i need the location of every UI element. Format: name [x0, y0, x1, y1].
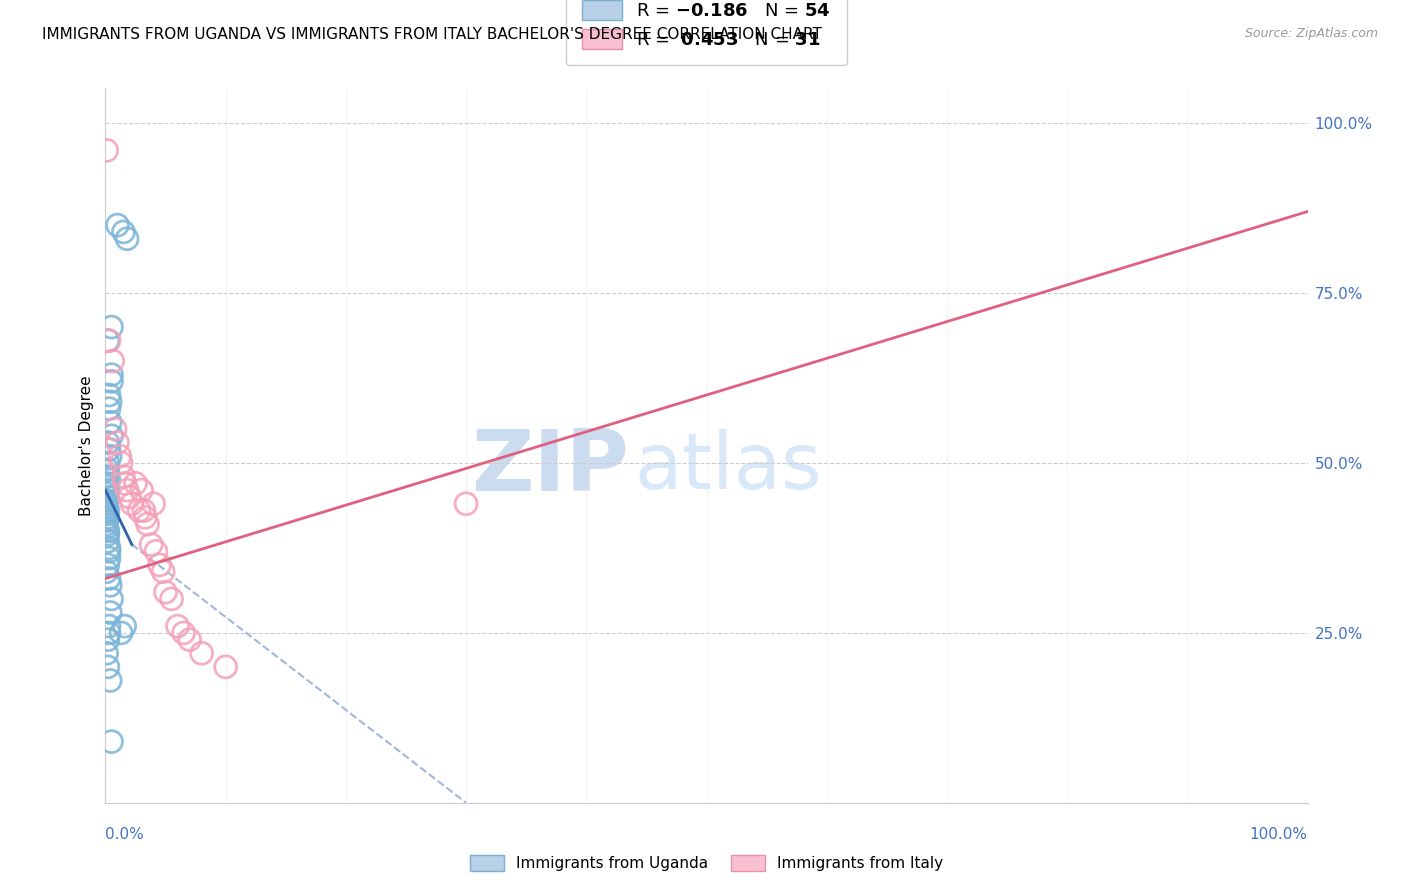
Point [114, 619, 136, 633]
Point [98, 544, 121, 558]
Point [96, 469, 118, 483]
Point [128, 503, 150, 517]
Point [97, 510, 120, 524]
Point [96, 493, 118, 508]
Text: 100.0%: 100.0% [1250, 827, 1308, 841]
Point [110, 626, 132, 640]
Point [100, 429, 122, 443]
Point [112, 469, 135, 483]
Text: atlas: atlas [634, 429, 823, 506]
Point [97, 456, 120, 470]
Point [98, 401, 121, 416]
Point [115, 483, 138, 498]
Point [98, 449, 121, 463]
Point [166, 619, 188, 633]
Point [98, 572, 121, 586]
Point [118, 490, 141, 504]
Point [96, 500, 118, 515]
Point [96, 476, 118, 491]
Point [110, 456, 132, 470]
Point [152, 565, 174, 579]
Point [173, 626, 195, 640]
Point [148, 558, 170, 572]
Point [96, 480, 118, 494]
Point [98, 473, 121, 487]
Point [97, 435, 120, 450]
Point [112, 225, 135, 239]
Point [96, 507, 118, 521]
Point [155, 585, 177, 599]
Point [98, 394, 121, 409]
Point [97, 483, 120, 498]
Point [98, 626, 121, 640]
Text: IMMIGRANTS FROM UGANDA VS IMMIGRANTS FROM ITALY BACHELOR'S DEGREE CORRELATION CH: IMMIGRANTS FROM UGANDA VS IMMIGRANTS FRO… [42, 27, 823, 42]
Point [104, 422, 127, 436]
Point [98, 541, 121, 555]
Point [179, 632, 201, 647]
Point [97, 463, 120, 477]
Point [96, 497, 118, 511]
Point [96, 486, 118, 500]
Point [100, 375, 122, 389]
Text: Source: ZipAtlas.com: Source: ZipAtlas.com [1244, 27, 1378, 40]
Point [97, 524, 120, 538]
Point [96, 565, 118, 579]
Legend: Immigrants from Uganda, Immigrants from Italy: Immigrants from Uganda, Immigrants from … [464, 849, 949, 877]
Point [100, 591, 122, 606]
Point [132, 503, 155, 517]
Point [145, 544, 167, 558]
Point [96, 144, 118, 158]
Point [108, 449, 131, 463]
Point [136, 517, 159, 532]
Point [101, 354, 124, 368]
Point [97, 527, 120, 541]
Point [97, 632, 120, 647]
Point [114, 476, 136, 491]
Point [98, 388, 121, 402]
Point [142, 497, 165, 511]
Point [214, 660, 236, 674]
Point [98, 415, 121, 429]
Point [124, 476, 146, 491]
Point [100, 320, 122, 334]
Point [98, 578, 121, 592]
Point [98, 551, 121, 566]
Point [134, 510, 156, 524]
Point [97, 503, 120, 517]
Point [107, 218, 129, 232]
Point [121, 497, 143, 511]
Point [100, 734, 122, 748]
Point [96, 517, 118, 532]
Point [97, 558, 120, 572]
Point [100, 368, 122, 382]
Point [131, 483, 153, 498]
Point [98, 619, 121, 633]
Point [98, 673, 121, 688]
Y-axis label: Bachelor's Degree: Bachelor's Degree [79, 376, 94, 516]
Point [160, 591, 183, 606]
Point [96, 646, 118, 660]
Point [139, 537, 162, 551]
Point [454, 497, 477, 511]
Text: 0.0%: 0.0% [105, 827, 145, 841]
Point [97, 660, 120, 674]
Point [97, 334, 120, 348]
Point [98, 442, 121, 457]
Point [98, 606, 121, 620]
Point [115, 232, 138, 246]
Point [190, 646, 212, 660]
Point [96, 514, 118, 528]
Point [96, 520, 118, 534]
Point [97, 490, 120, 504]
Text: ZIP: ZIP [471, 425, 628, 509]
Point [98, 334, 121, 348]
Point [107, 435, 129, 450]
Point [97, 534, 120, 549]
